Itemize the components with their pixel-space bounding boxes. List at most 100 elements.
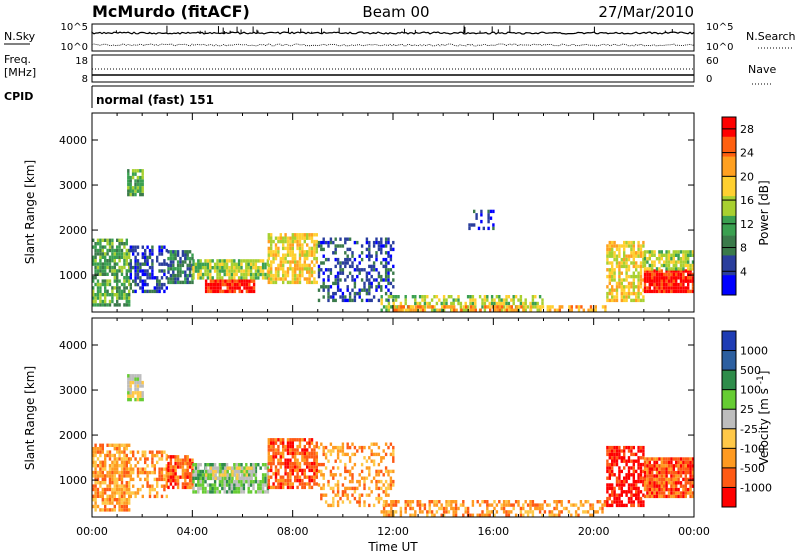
scatter-cell (663, 272, 666, 277)
scatter-cell (329, 449, 333, 453)
scatter-cell (125, 467, 128, 471)
scatter-cell (677, 460, 680, 465)
scatter-cell (279, 461, 282, 466)
scatter-cell (289, 267, 292, 271)
scatter-cell (99, 299, 102, 304)
scatter-cell (368, 247, 371, 252)
scatter-cell (129, 380, 132, 385)
scatter-cell (254, 269, 258, 273)
scatter-cell (407, 305, 410, 309)
scatter-cell (360, 268, 364, 272)
scatter-cell (380, 456, 383, 460)
scatter-cell (672, 253, 675, 257)
scatter-cell (128, 457, 131, 461)
scatter-cell (127, 175, 130, 180)
scatter-cell (421, 308, 425, 312)
scatter-cell (92, 279, 95, 283)
scatter-cell (384, 244, 388, 248)
scatter-cell (296, 461, 299, 466)
scatter-cell (368, 264, 371, 269)
scatter-cell (332, 449, 335, 453)
scatter-cell (120, 494, 124, 498)
scatter-cell (445, 500, 448, 504)
scatter-cell (663, 487, 666, 492)
scatter-cell (120, 477, 124, 481)
scatter-cell (637, 496, 640, 501)
scatter-cell (160, 286, 164, 290)
scatter-cell (294, 280, 297, 285)
scatter-cell (230, 266, 234, 270)
scatter-cell (233, 483, 236, 487)
scatter-cell (106, 501, 109, 505)
scatter-cell (632, 445, 635, 450)
scatter-cell (116, 262, 119, 266)
scatter-cell (487, 209, 490, 214)
scatter-cell (274, 277, 278, 281)
scatter-cell (279, 441, 282, 445)
scatter-cell (226, 473, 229, 477)
scatter-cell (228, 483, 231, 487)
scatter-cell (370, 268, 373, 272)
scatter-cell (134, 279, 137, 283)
scatter-cell (397, 308, 401, 312)
scatter-cell (490, 301, 494, 306)
scatter-cell (625, 462, 628, 467)
scatter-cell (620, 500, 623, 504)
scatter-cell (267, 458, 270, 462)
scatter-cell (245, 286, 249, 290)
scatter-cell (125, 296, 128, 300)
scatter-cell (653, 487, 656, 492)
scatter-cell (384, 486, 388, 491)
scatter-cell (479, 308, 482, 312)
scatter-cell (394, 510, 398, 514)
scatter-cell (315, 475, 318, 479)
scatter-cell (635, 479, 638, 484)
scatter-cell (474, 298, 477, 302)
scatter-cell (356, 240, 359, 245)
scatter-cell (546, 503, 549, 507)
scatter-cell (92, 457, 95, 461)
scatter-cell (289, 243, 292, 247)
scatter-cell (101, 248, 104, 253)
scatter-cell (139, 179, 142, 183)
scatter-cell (167, 475, 170, 479)
scatter-cell (637, 445, 640, 450)
scatter-cell (409, 500, 412, 504)
scatter-cell (332, 298, 335, 303)
scatter-cell (643, 484, 647, 488)
scatter-cell (206, 490, 210, 494)
scatter-cell (492, 226, 495, 231)
scatter-cell (429, 305, 432, 309)
scatter-cell (213, 486, 217, 491)
scatter-cell (457, 506, 460, 511)
scatter-cell (247, 269, 250, 273)
scatter-cell (282, 253, 285, 257)
scatter-cell (197, 486, 200, 491)
scatter-cell (606, 462, 609, 467)
scatter-cell (635, 459, 638, 463)
scatter-cell (108, 494, 112, 498)
scatter-cell (384, 240, 388, 245)
scatter-cell (191, 458, 194, 462)
scatter-cell (252, 483, 255, 487)
scatter-cell (639, 285, 643, 289)
scatter-cell (303, 461, 306, 466)
scatter-cell (541, 506, 544, 511)
scatter-cell (372, 452, 376, 457)
scatter-cell (336, 271, 340, 275)
scatter-cell (625, 473, 628, 477)
scatter-cell (249, 483, 253, 487)
scatter-cell (270, 246, 273, 251)
scatter-cell (99, 303, 102, 307)
scatter-cell (94, 460, 97, 464)
noise-panel: N.Sky 10^5 10^0 10^5 10^0 N.Search (4, 22, 796, 53)
scatter-cell (387, 510, 391, 514)
scatter-cell (529, 301, 532, 306)
scatter-cell (332, 486, 335, 491)
scatter-cell (231, 466, 234, 470)
scatter-cell (116, 252, 119, 256)
scatter-cell (298, 475, 302, 479)
scatter-cell (637, 459, 640, 463)
scatter-cell (188, 485, 192, 490)
scatter-cell (320, 240, 323, 245)
